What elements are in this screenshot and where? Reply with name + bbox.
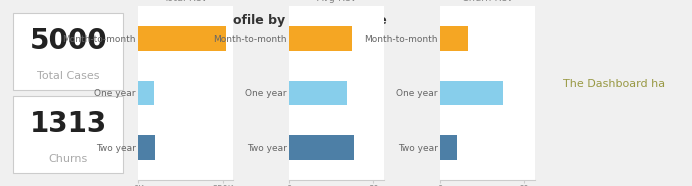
Text: 5000: 5000 bbox=[30, 27, 107, 54]
Text: Total Cases: Total Cases bbox=[37, 70, 100, 81]
FancyBboxPatch shape bbox=[13, 97, 123, 173]
Text: Customer Profile by Contract Type: Customer Profile by Contract Type bbox=[146, 14, 387, 27]
Bar bbox=[289, 26, 352, 51]
FancyBboxPatch shape bbox=[13, 13, 123, 89]
Title: Total Rev: Total Rev bbox=[163, 0, 208, 3]
Bar bbox=[138, 135, 155, 160]
Title: Churn Rev: Churn Rev bbox=[462, 0, 513, 3]
Title: Avg Rev: Avg Rev bbox=[317, 0, 356, 3]
Text: 1313: 1313 bbox=[30, 110, 107, 138]
Bar bbox=[138, 26, 226, 51]
Bar bbox=[289, 135, 354, 160]
Bar bbox=[289, 81, 347, 105]
Bar bbox=[440, 81, 503, 105]
Text: The Dashboard ha: The Dashboard ha bbox=[563, 79, 666, 89]
Bar bbox=[440, 26, 468, 51]
Bar bbox=[138, 81, 154, 105]
Text: Churns: Churns bbox=[48, 154, 88, 164]
Bar bbox=[440, 135, 457, 160]
